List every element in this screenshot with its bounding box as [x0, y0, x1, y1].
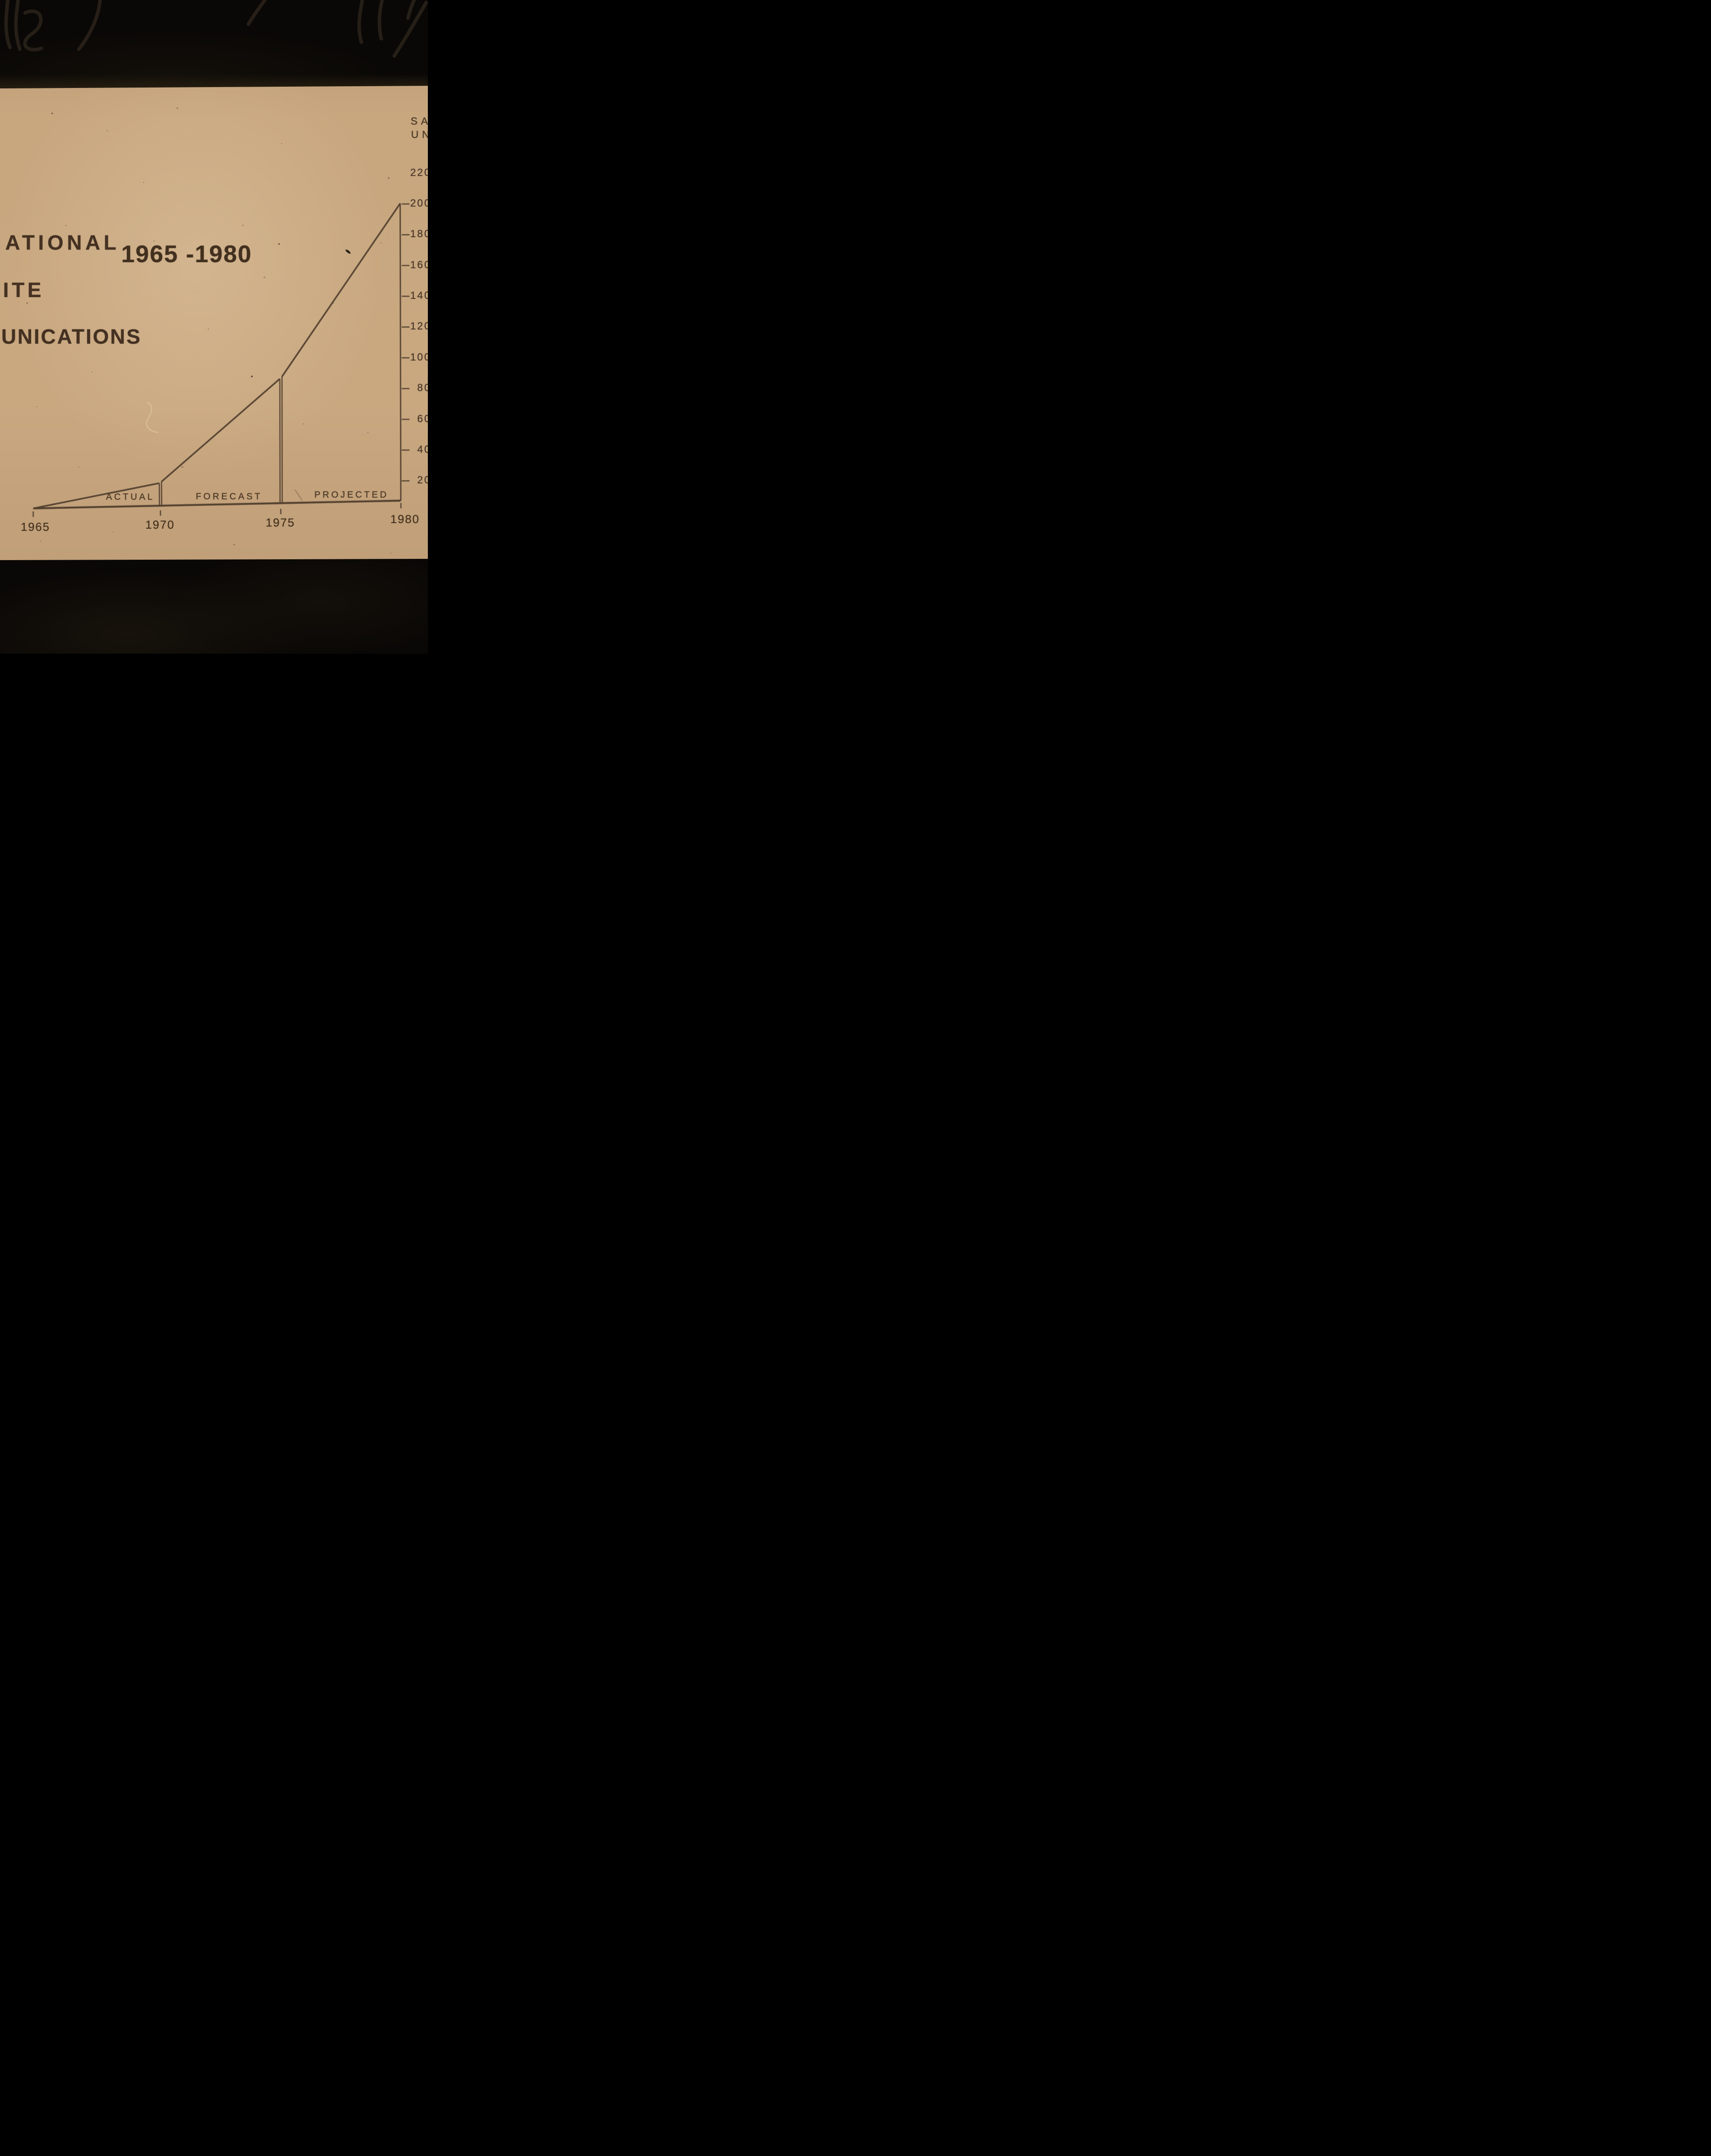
- y-axis-tick-label-20: 20: [417, 474, 428, 486]
- y-axis-tick-label-60: 60: [417, 413, 428, 425]
- section-label-forecast: FORECAST: [195, 492, 263, 501]
- x-axis-label-1965: 1965: [20, 520, 50, 533]
- chart-title-years: 1965 -1980: [121, 240, 252, 267]
- headline-line-2-clipped: ITE: [3, 279, 44, 302]
- y-axis-unit-line-2-clipped: UN: [411, 129, 428, 141]
- headline-line-3-clipped: UNICATIONS: [1, 326, 142, 348]
- x-axis-label-1980: 1980: [390, 513, 420, 526]
- x-axis-label-1970: 1970: [145, 518, 175, 531]
- headline-line-1-clipped: ATIONAL: [5, 232, 120, 254]
- y-axis-tick-label-220: 220: [410, 166, 428, 179]
- x-axis-label-1975: 1975: [265, 516, 295, 529]
- y-axis-tick-label-160: 160: [410, 259, 428, 271]
- y-axis-tick-label-140: 140: [410, 290, 428, 302]
- y-axis-unit-line-1-clipped: SA: [411, 116, 428, 127]
- y-axis-tick-label-180: 180: [410, 228, 428, 240]
- dust-specks-icon: [0, 0, 1, 1]
- y-axis-tick-label-200: 200: [410, 197, 428, 210]
- photographed-slide: ATIONAL ITE UNICATIONS 1965 -1980 SA UN …: [0, 0, 428, 654]
- y-axis-tick-label-100: 100: [410, 351, 428, 363]
- section-label-projected: PROJECTED: [314, 490, 389, 500]
- y-axis-tick-label-120: 120: [410, 320, 428, 332]
- y-axis-tick-label-40: 40: [417, 443, 428, 455]
- mount-edge-glow: [0, 74, 428, 88]
- y-axis-tick-label-80: 80: [417, 382, 428, 394]
- section-label-actual: ACTUAL: [106, 492, 155, 502]
